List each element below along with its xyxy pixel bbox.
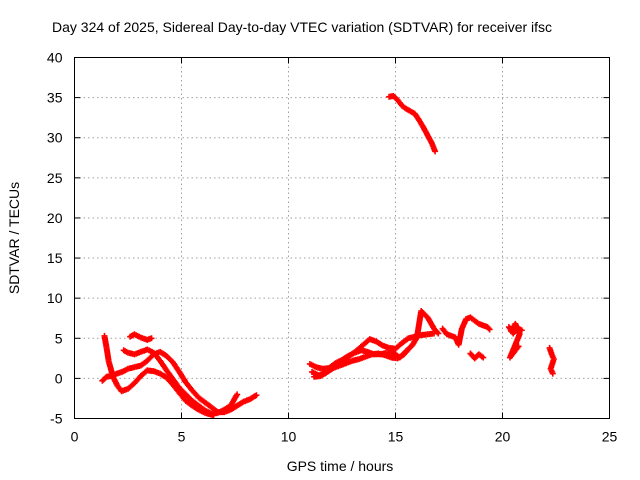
x-tick-label: 15 — [388, 429, 404, 445]
series-arc1 — [99, 348, 260, 416]
y-tick-label: 0 — [55, 370, 63, 386]
chart-title: Day 324 of 2025, Sidereal Day-to-day VTE… — [52, 19, 552, 35]
series-trace — [122, 347, 240, 417]
series-arc12 — [546, 344, 557, 377]
y-tick-label: 10 — [47, 290, 63, 306]
series-arc3 — [120, 346, 241, 417]
y-tick-label: 30 — [47, 130, 63, 146]
series-trace — [312, 342, 415, 380]
series-arc10 — [467, 350, 487, 362]
series-trace — [440, 315, 492, 347]
series-arc8 — [386, 93, 439, 155]
series-trace — [128, 332, 154, 343]
series-arc4 — [127, 331, 155, 343]
x-tick-label: 0 — [71, 429, 79, 445]
data-marks — [99, 93, 557, 419]
series-trace — [547, 346, 557, 375]
x-tick-label: 5 — [178, 429, 186, 445]
y-tick-label: -5 — [50, 411, 63, 427]
series-trace — [387, 93, 438, 153]
x-axis-ticks: 0 5 10 15 20 25 — [71, 57, 618, 445]
y-tick-label: 20 — [47, 210, 63, 226]
x-axis-label: GPS time / hours — [287, 458, 394, 474]
y-tick-label: 15 — [47, 250, 63, 266]
y-tick-label: 25 — [47, 170, 63, 186]
y-tick-label: 35 — [47, 90, 63, 106]
series-arc11 — [505, 320, 525, 361]
data-point — [486, 326, 493, 333]
series-arc9 — [439, 314, 493, 348]
y-tick-label: 5 — [55, 330, 63, 346]
x-tick-label: 20 — [495, 429, 511, 445]
x-tick-label: 10 — [281, 429, 297, 445]
x-tick-label: 25 — [602, 429, 618, 445]
series-arc7 — [311, 341, 416, 380]
y-axis-ticks: -5 0 5 10 15 20 25 30 35 40 — [47, 50, 610, 427]
series-trace — [100, 349, 259, 416]
plot-frame — [74, 57, 610, 419]
y-axis-label: SDTVAR / TECUs — [6, 182, 22, 294]
series-trace — [506, 322, 524, 360]
y-tick-label: 40 — [47, 50, 63, 66]
series-trace — [101, 334, 216, 418]
series-trace — [468, 351, 485, 361]
